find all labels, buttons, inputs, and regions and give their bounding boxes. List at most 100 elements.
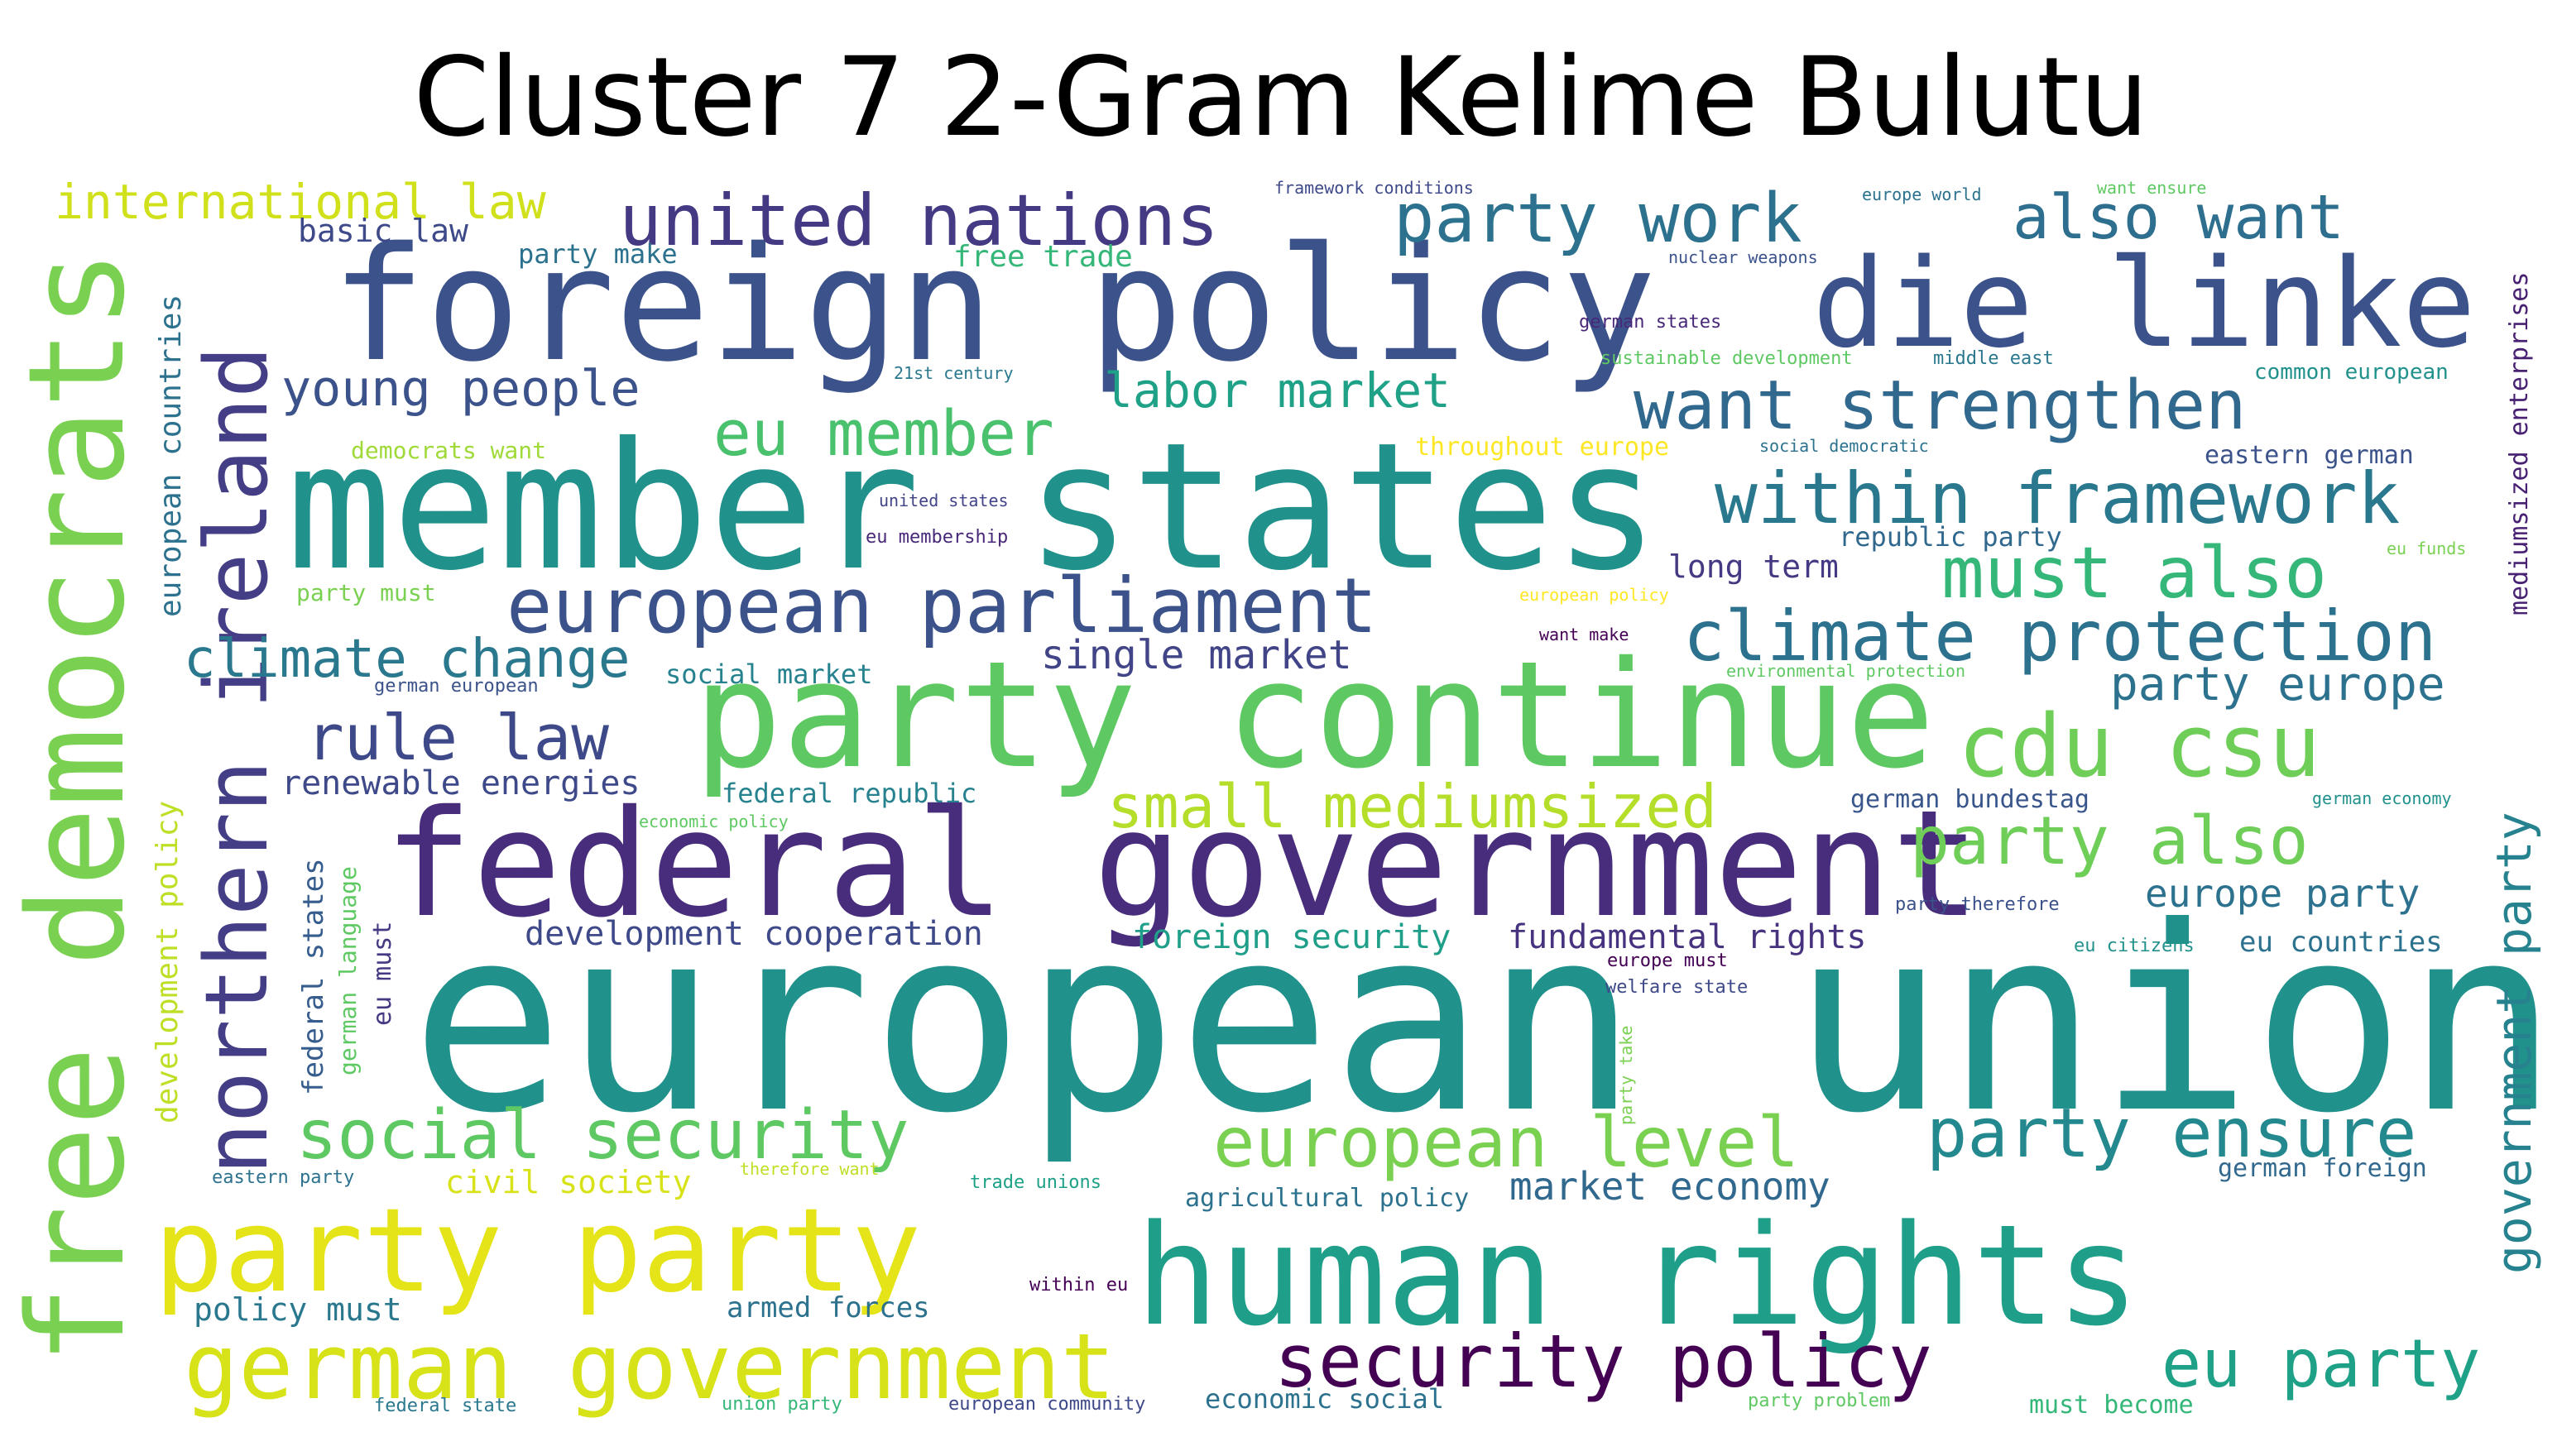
cloud-word: therefore want xyxy=(740,1159,880,1179)
cloud-word: security policy xyxy=(1274,1319,1932,1404)
cloud-word: foreign security xyxy=(1132,918,1451,956)
cloud-word: development policy xyxy=(151,801,185,1123)
cloud-word: want ensure xyxy=(2097,178,2206,198)
cloud-word: market economy xyxy=(1509,1164,1830,1209)
cloud-word: eu must xyxy=(368,922,397,1026)
cloud-word: party therefore xyxy=(1895,894,2060,915)
cloud-word: european union xyxy=(410,872,2559,1169)
cloud-word: european policy xyxy=(1519,585,1669,605)
cloud-word: eu citizens xyxy=(2074,936,2195,956)
cloud-word: eu party xyxy=(2161,1325,2480,1402)
cloud-word: die linke xyxy=(1812,232,2476,375)
cloud-word: social market xyxy=(665,659,872,690)
cloud-word: federal state xyxy=(374,1396,516,1416)
cloud-word: free trade xyxy=(953,240,1133,274)
cloud-word: small mediumsized xyxy=(1107,772,1717,841)
cloud-word: want make xyxy=(1539,625,1629,644)
cloud-word: must also xyxy=(1941,532,2327,615)
cloud-word: international law xyxy=(55,174,546,230)
cloud-word: labor market xyxy=(1104,362,1451,419)
cloud-word: throughout europe xyxy=(1415,433,1669,462)
cloud-word: eastern party xyxy=(212,1167,354,1188)
cloud-word: common european xyxy=(2254,360,2449,385)
cloud-word: european level xyxy=(1213,1102,1799,1183)
cloud-word: fundamental rights xyxy=(1508,918,1866,956)
cloud-word: german government xyxy=(184,1314,1115,1420)
cloud-word: federal republic xyxy=(722,778,976,809)
cloud-word: nuclear weapons xyxy=(1668,247,1818,267)
cloud-word: party also xyxy=(1910,802,2309,879)
cloud-word: welfare state xyxy=(1605,977,1748,998)
cloud-word: economic social xyxy=(1205,1383,1444,1415)
cloud-word: mediumsized enterprises xyxy=(2505,272,2534,615)
cloud-word: agricultural policy xyxy=(1185,1184,1469,1213)
cloud-word: union party xyxy=(722,1394,842,1415)
cloud-word: sustainable development xyxy=(1600,348,1853,369)
cloud-word: cdu csu xyxy=(1958,696,2320,797)
cloud-word: rule law xyxy=(306,701,609,774)
cloud-word: social democratic xyxy=(1759,436,1929,456)
cloud-word: federal government xyxy=(384,778,1980,950)
cloud-word: german bundestag xyxy=(1850,785,2089,814)
cloud-word: eu countries xyxy=(2239,926,2443,959)
cloud-word: long term xyxy=(1668,548,1839,585)
cloud-word: party make xyxy=(518,238,678,270)
cloud-word: basic law xyxy=(298,213,468,249)
cloud-word: party problem xyxy=(1748,1391,1890,1411)
cloud-word: environmental protection xyxy=(1726,661,1965,681)
cloud-word: framework conditions xyxy=(1274,178,1474,198)
cloud-word: united states xyxy=(879,491,1009,510)
cloud-word: german european xyxy=(374,676,539,697)
cloud-word: civil society xyxy=(445,1164,691,1200)
cloud-word: party must xyxy=(296,579,436,606)
cloud-word: europe world xyxy=(1862,184,1982,204)
cloud-word: german language xyxy=(334,866,362,1075)
cloud-word: foreign policy xyxy=(331,213,1656,396)
cloud-word: europe must xyxy=(1607,951,1728,971)
cloud-word: single market xyxy=(1041,632,1352,678)
cloud-word: party party xyxy=(154,1184,921,1319)
cloud-word: free democrats xyxy=(0,249,154,1365)
cloud-word: eu member xyxy=(713,396,1054,470)
cloud-word: policy must xyxy=(194,1291,402,1328)
cloud-word: young people xyxy=(281,360,640,418)
cloud-word: party work xyxy=(1394,180,1802,258)
cloud-word: german foreign xyxy=(2218,1154,2427,1183)
cloud-word: european parliament xyxy=(506,562,1377,650)
cloud-word: eu funds xyxy=(2387,539,2466,558)
cloud-word: want strengthen xyxy=(1634,366,2247,445)
cloud-word: united nations xyxy=(619,180,1219,262)
cloud-word: europe party xyxy=(2145,871,2420,916)
cloud-word: also want xyxy=(2013,182,2344,253)
cloud-word: government party xyxy=(2486,812,2542,1274)
cloud-word: renewable energies xyxy=(281,764,640,802)
cloud-word: economic policy xyxy=(639,812,789,831)
cloud-word: party continue xyxy=(693,630,1935,801)
cloud-word: european countries xyxy=(154,295,188,617)
cloud-word: member states xyxy=(286,405,1659,609)
cloud-word: armed forces xyxy=(727,1291,930,1324)
cloud-word: party take xyxy=(1616,1026,1636,1125)
cloud-word: eastern german xyxy=(2205,441,2414,470)
cloud-word: federal states xyxy=(297,858,330,1095)
cloud-word: 21st century xyxy=(894,363,1014,383)
cloud-word: within framework xyxy=(1715,457,2400,540)
cloud-word: german economy xyxy=(2312,788,2452,808)
cloud-word: climate protection xyxy=(1683,596,2436,677)
cloud-word: social security xyxy=(296,1096,909,1175)
cloud-word: party europe xyxy=(2110,658,2445,711)
cloud-word: northern ireland xyxy=(186,346,287,1175)
cloud-word: development cooperation xyxy=(525,915,983,953)
cloud-word: european community xyxy=(948,1394,1145,1415)
chart-title: Cluster 7 2-Gram Kelime Bulutu xyxy=(413,34,2149,161)
cloud-word: german states xyxy=(1579,312,1721,333)
cloud-word: republic party xyxy=(1839,521,2062,553)
cloud-word: trade unions xyxy=(970,1172,1101,1193)
cloud-word: democrats want xyxy=(351,437,546,464)
cloud-word: climate change xyxy=(184,629,630,690)
cloud-word: human rights xyxy=(1135,1195,2140,1357)
cloud-word: party ensure xyxy=(1926,1094,2416,1173)
cloud-word: middle east xyxy=(1933,348,2054,369)
cloud-word: within eu xyxy=(1029,1275,1128,1296)
